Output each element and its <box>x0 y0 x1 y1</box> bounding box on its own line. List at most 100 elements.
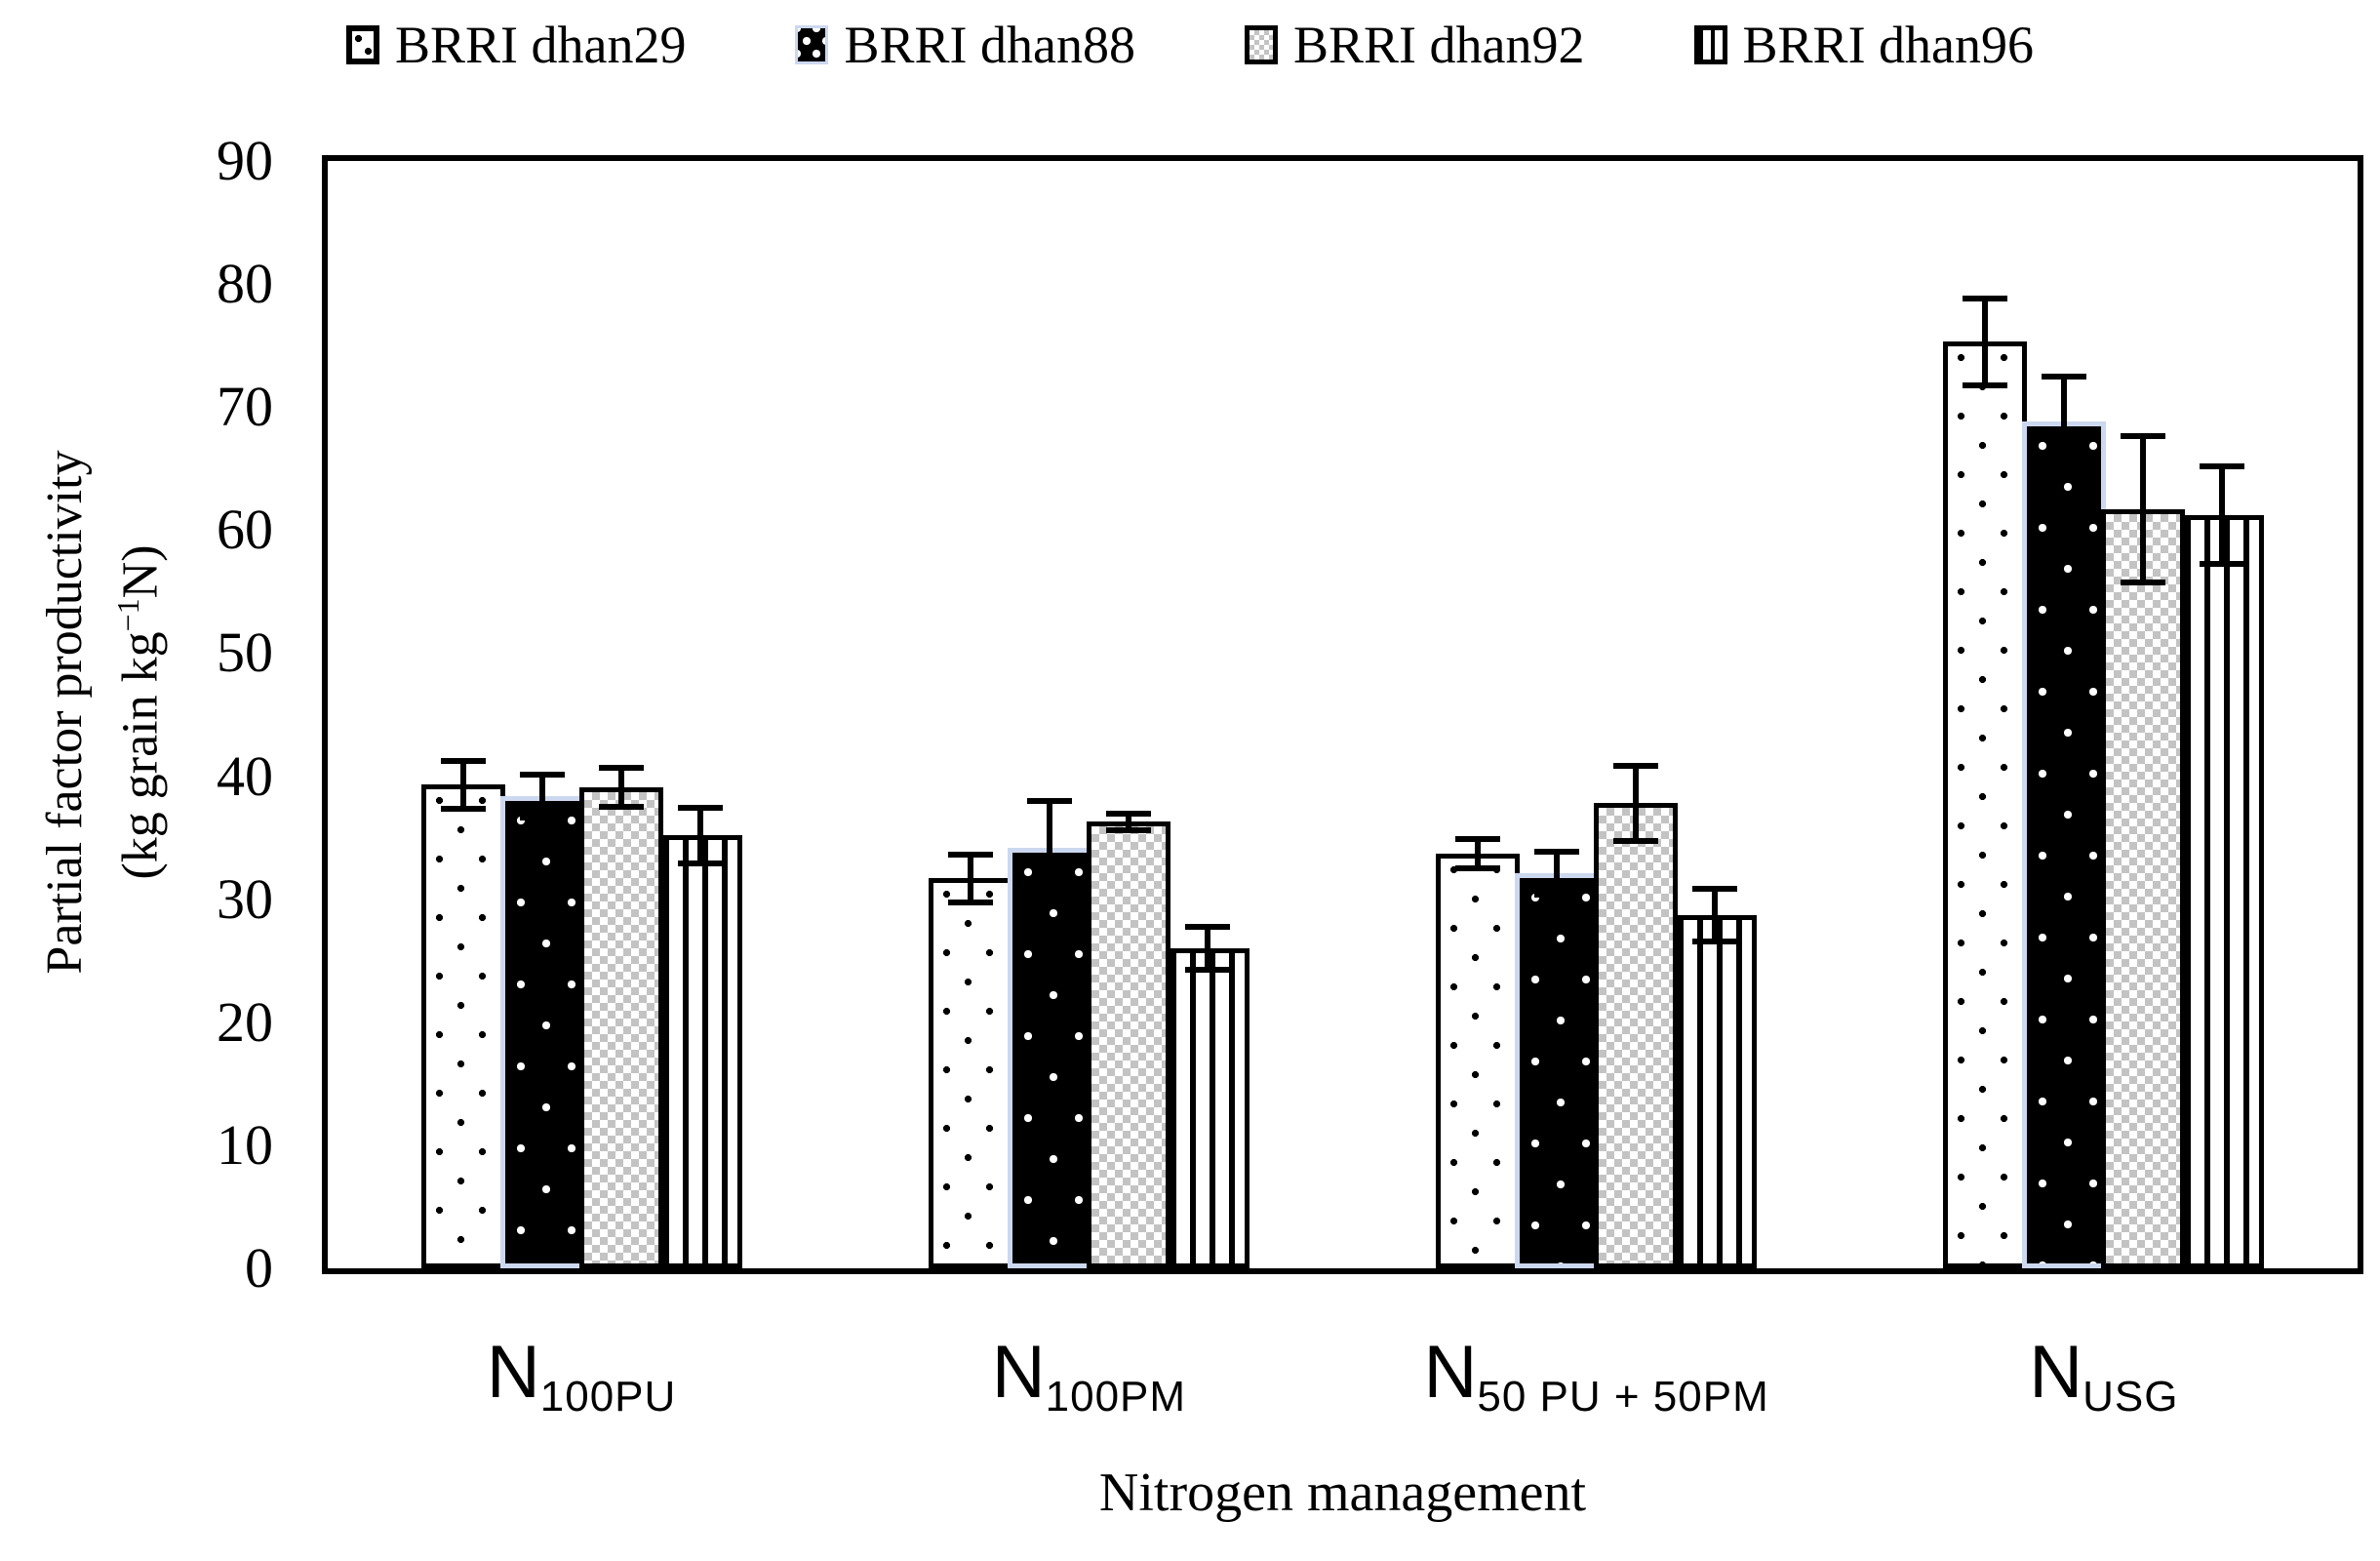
legend-item-brri-dhan92: BRRI dhan92 <box>1245 16 1585 74</box>
error-bar-cap <box>1534 849 1580 855</box>
x-axis-title: Nitrogen management <box>1098 1462 1587 1523</box>
error-bar-cap <box>519 771 565 778</box>
y-tick-label-50: 50 <box>217 620 273 685</box>
error-bar-cap <box>1455 836 1501 843</box>
legend-label: BRRI dhan96 <box>1742 16 2035 74</box>
error-bar <box>1712 885 1719 945</box>
error-bar-cap <box>1692 939 1738 945</box>
x-category-subscript: 100PM <box>1045 1373 1187 1421</box>
error-bar-cap <box>2121 432 2166 439</box>
error-bar-cap <box>440 806 486 813</box>
error-bar-cap <box>677 804 723 811</box>
x-category-subscript: 100PU <box>539 1373 677 1421</box>
x-category-label-2: N100PM <box>874 1319 1303 1437</box>
error-bar-cap <box>598 765 644 772</box>
legend-swatch-checker-icon <box>1245 25 1278 64</box>
error-bar <box>2219 463 2226 568</box>
error-bar-cap <box>1026 798 1072 805</box>
error-bar-cap <box>2042 374 2087 380</box>
error-bar-cap <box>2200 463 2245 470</box>
legend-item-brri-dhan96: BRRI dhan96 <box>1693 16 2035 74</box>
error-bar <box>967 851 973 905</box>
error-bar <box>1633 762 1640 844</box>
bar-brri-dhan88-cat1 <box>499 795 584 1268</box>
x-category-label-4: NUSG <box>1889 1319 2319 1437</box>
bar-brri-dhan88-cat3 <box>1515 873 1600 1268</box>
error-bar-cap <box>1105 810 1151 817</box>
error-bar-cap <box>1105 826 1151 833</box>
bar-brri-dhan29-cat2 <box>928 878 1012 1268</box>
y-tick-label-80: 80 <box>217 252 273 316</box>
legend-label: BRRI dhan92 <box>1293 16 1585 74</box>
legend-label: BRRI dhan88 <box>844 16 1135 74</box>
bar-brri-dhan96-cat2 <box>1165 948 1250 1268</box>
legend-swatch-stripes-icon <box>1693 25 1727 64</box>
legend-item-brri-dhan29: BRRI dhan29 <box>345 16 687 74</box>
y-tick-label-20: 20 <box>217 989 273 1054</box>
legend-swatch-dots-icon <box>345 25 379 64</box>
error-bar-cap <box>947 900 993 905</box>
legend-swatch-black-icon <box>795 25 829 64</box>
bar-brri-dhan92-cat4 <box>2101 508 2186 1268</box>
error-bar <box>696 804 703 866</box>
x-category-label-1: N100PU <box>367 1319 796 1437</box>
error-bar <box>1125 810 1131 833</box>
error-bar <box>459 757 466 813</box>
bar-brri-dhan92-cat2 <box>1086 821 1170 1268</box>
y-tick-label-70: 70 <box>217 375 273 439</box>
error-bar <box>2140 432 2147 586</box>
error-bar-cap <box>677 860 723 866</box>
error-bar-cap <box>440 757 486 764</box>
error-bar <box>617 765 624 810</box>
x-category-base: N <box>2029 1331 2083 1414</box>
error-bar <box>1204 923 1210 974</box>
plot-area <box>322 155 2363 1274</box>
error-bar-cap <box>1184 967 1230 974</box>
y-tick-label-0: 0 <box>245 1236 273 1300</box>
bar-brri-dhan29-cat4 <box>1943 341 2028 1268</box>
error-bar-cap <box>1963 382 2008 389</box>
bar-brri-dhan88-cat2 <box>1007 847 1091 1268</box>
error-bar-cap <box>1184 923 1230 930</box>
x-category-subscript: USG <box>2082 1373 2179 1421</box>
error-bar-cap <box>2121 580 2166 586</box>
error-bar <box>1554 849 1561 899</box>
error-bar-cap <box>1613 762 1659 769</box>
legend-label: BRRI dhan29 <box>394 16 687 74</box>
error-bar-cap <box>1026 891 1072 898</box>
bar-brri-dhan92-cat1 <box>578 786 663 1268</box>
error-bar-cap <box>1963 295 2008 301</box>
error-bar <box>1982 295 1989 389</box>
x-category-label-3: N50 PU + 50PM <box>1382 1319 1811 1437</box>
x-category-base: N <box>1423 1331 1478 1414</box>
y-tick-label-10: 10 <box>217 1112 273 1177</box>
legend: BRRI dhan29 BRRI dhan88 BRRI dhan92 BRRI… <box>0 10 2380 80</box>
error-bar-cap <box>1613 837 1659 844</box>
legend-item-brri-dhan88: BRRI dhan88 <box>795 16 1135 74</box>
y-tick-label-30: 30 <box>217 866 273 931</box>
bar-brri-dhan96-cat3 <box>1673 915 1758 1268</box>
bar-brri-dhan88-cat4 <box>2022 421 2107 1268</box>
x-category-subscript: 50 PU + 50PM <box>1477 1373 1769 1421</box>
x-category-base: N <box>991 1331 1046 1414</box>
y-tick-label-60: 60 <box>217 498 273 562</box>
bar-brri-dhan96-cat1 <box>657 835 742 1268</box>
bar-brri-dhan92-cat3 <box>1594 803 1679 1268</box>
error-bar-cap <box>947 851 993 858</box>
error-bar-cap <box>1534 892 1580 899</box>
error-bar <box>2061 374 2068 470</box>
error-bar-cap <box>1455 864 1501 871</box>
bar-brri-dhan29-cat3 <box>1436 854 1521 1268</box>
error-bar <box>538 771 545 821</box>
error-bar-cap <box>2042 463 2087 470</box>
bar-brri-dhan96-cat4 <box>2180 515 2265 1268</box>
bar-brri-dhan29-cat1 <box>420 784 505 1268</box>
y-tick-label-40: 40 <box>217 743 273 808</box>
error-bar-cap <box>519 815 565 821</box>
error-bar-cap <box>598 803 644 810</box>
error-bar <box>1046 798 1052 898</box>
y-tick-label-90: 90 <box>217 129 273 192</box>
error-bar <box>1475 836 1482 871</box>
error-bar-cap <box>2200 561 2245 568</box>
